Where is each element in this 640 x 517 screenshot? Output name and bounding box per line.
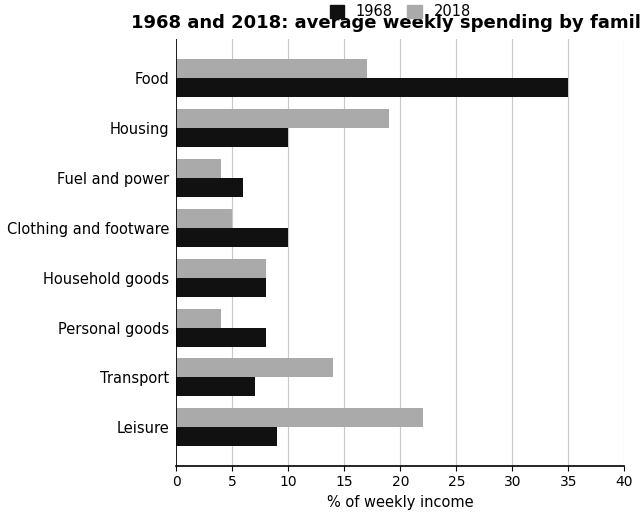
X-axis label: % of weekly income: % of weekly income [327,495,474,510]
Bar [176,309,221,328]
Title: 1968 and 2018: average weekly spending by families: 1968 and 2018: average weekly spending b… [131,14,640,33]
Bar [176,408,422,428]
Bar [176,78,568,97]
Bar [176,59,367,78]
Bar [176,258,266,278]
Bar [176,358,333,377]
Bar [176,428,277,446]
Bar [176,178,243,196]
Bar [176,159,221,178]
Bar [176,209,232,227]
Bar [176,377,255,397]
Bar [176,227,288,247]
Bar [176,109,389,128]
Bar [176,328,266,346]
Bar [176,278,266,297]
Bar [176,128,288,147]
Legend: 1968, 2018: 1968, 2018 [330,4,471,19]
